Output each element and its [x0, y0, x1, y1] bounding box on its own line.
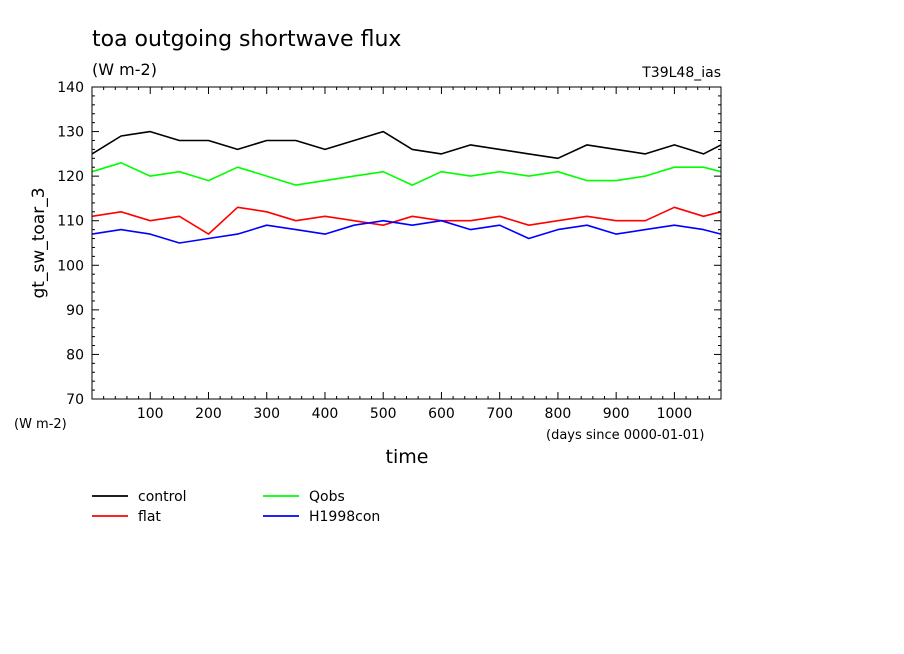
- run-label: T39L48_ias: [641, 65, 721, 81]
- legend-label-1: flat: [138, 509, 161, 525]
- y-tick-label-0: 70: [66, 392, 84, 408]
- x-tick-label-2: 300: [253, 406, 280, 422]
- y-unit-label: (W m-2): [14, 417, 67, 432]
- y-tick-label-7: 140: [57, 80, 84, 96]
- legend-label-0: control: [138, 489, 187, 505]
- y-tick-label-4: 110: [57, 214, 84, 230]
- legend: control flat Qobs H1998con: [92, 489, 380, 525]
- x-tick-label-8: 900: [603, 406, 630, 422]
- chart-title: toa outgoing shortwave flux: [92, 27, 401, 52]
- series-line-0: [91, 130, 722, 160]
- x-tick-label-6: 700: [486, 406, 513, 422]
- x-tick-label-4: 500: [370, 406, 397, 422]
- x-tick-label-0: 100: [137, 406, 164, 422]
- x-tick-label-5: 600: [428, 406, 455, 422]
- legend-label-3: H1998con: [309, 509, 380, 525]
- series-line-2: [91, 162, 722, 186]
- x-tick-label-1: 200: [195, 406, 222, 422]
- x-tick-label-9: 1000: [657, 406, 693, 422]
- y-axis-label: gt_sw_toar_3: [29, 187, 49, 298]
- y-tick-label-2: 90: [66, 303, 84, 319]
- plot-frame: [91, 86, 722, 400]
- y-tick-label-5: 120: [57, 169, 84, 185]
- y-tick-label-6: 130: [57, 125, 84, 141]
- axes-layer: 100 200 300 400 500 600 700 800 900 1000 70 80 90 100…: [57, 80, 721, 422]
- x-unit-note: (days since 0000-01-01): [546, 428, 704, 443]
- series-layer: [91, 130, 722, 244]
- x-tick-label-3: 400: [312, 406, 339, 422]
- series-line-3: [91, 219, 722, 244]
- series-line-1: [91, 206, 722, 235]
- units-label: (W m-2): [92, 60, 157, 79]
- y-tick-label-3: 100: [57, 258, 84, 274]
- y-tick-label-1: 80: [66, 347, 84, 363]
- legend-label-2: Qobs: [309, 489, 345, 505]
- x-tick-label-7: 800: [545, 406, 572, 422]
- x-axis-label: time: [386, 446, 429, 468]
